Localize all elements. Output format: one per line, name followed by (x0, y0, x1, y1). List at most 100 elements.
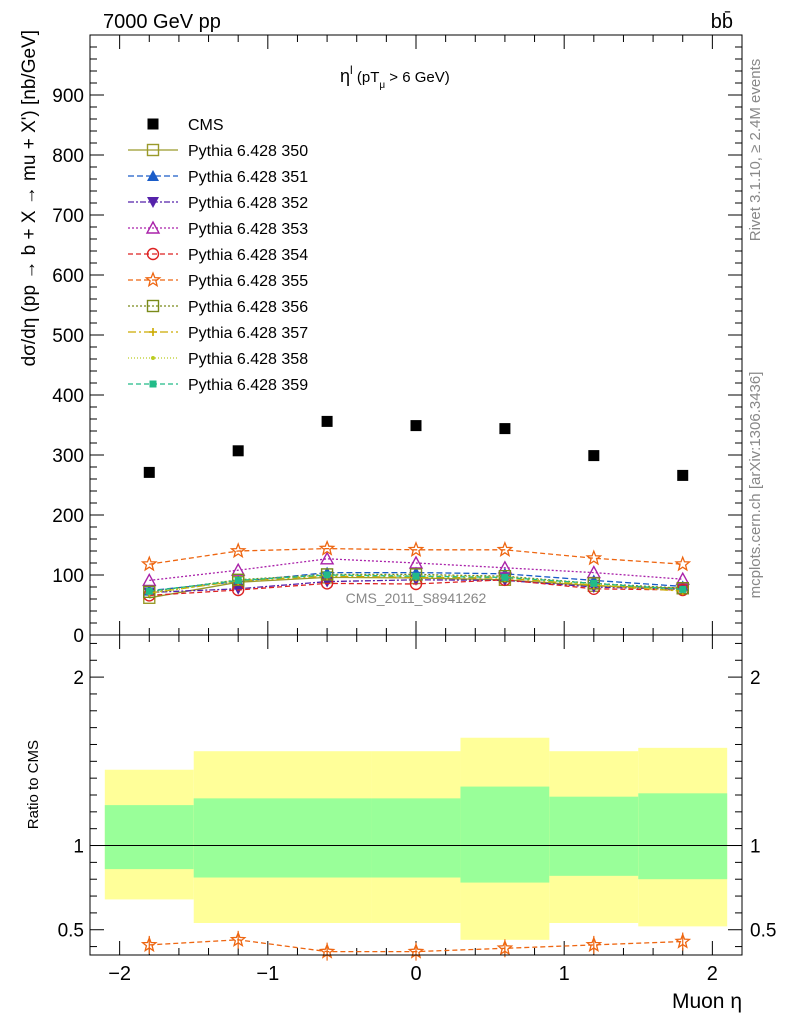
main-ytick-label: 700 (52, 206, 84, 227)
ratio-frame (89, 634, 743, 956)
series-line (149, 579, 683, 597)
legend-label: Pythia 6.428 351 (188, 169, 308, 186)
data-point (231, 573, 245, 586)
legend-label: Pythia 6.428 352 (188, 195, 308, 212)
ratio-ytick-label-right: 0.5 (750, 921, 776, 942)
data-point (501, 573, 509, 581)
legend: CMS Pythia 6.428 350 Pythia 6.428 351 Pythi… (128, 117, 308, 394)
legend-label: Pythia 6.428 353 (188, 221, 308, 238)
legend-entry: Pythia 6.428 355 (128, 271, 308, 290)
xtick-label: 2 (707, 963, 718, 985)
data-point (140, 555, 158, 572)
legend-marker (147, 170, 159, 181)
ratio-ytick-label: 0.5 (58, 921, 84, 942)
data-point (674, 555, 692, 572)
data-point (499, 423, 511, 435)
data-point (497, 560, 513, 574)
title-eta: η (340, 66, 350, 86)
chart-title: ηl (pTμ > 6 GeV) (340, 63, 450, 91)
xtick-label: −2 (108, 963, 131, 985)
legend-marker (146, 299, 160, 313)
xtick-label: 1 (559, 963, 570, 985)
data-point (229, 542, 247, 559)
legend-marker (147, 118, 159, 130)
ratio-point (140, 936, 158, 953)
xtick-label: −1 (256, 963, 279, 985)
data-point (323, 571, 331, 579)
ratio-point (496, 939, 514, 956)
main-ytick-label: 900 (52, 86, 84, 107)
legend-marker (151, 356, 155, 360)
header-right: bb̄ (711, 10, 733, 33)
series-line (149, 547, 683, 565)
data-point (319, 551, 335, 565)
data-point (677, 469, 689, 481)
band-green (104, 805, 194, 870)
legend-entry: Pythia 6.428 359 (128, 377, 308, 394)
data-point (318, 539, 336, 556)
ratio-point (674, 932, 692, 949)
legend-entry: Pythia 6.428 351 (128, 169, 308, 186)
data-point (231, 562, 246, 576)
main-ytick-label: 400 (52, 386, 84, 407)
main-ytick-label: 600 (52, 266, 84, 287)
main-panel: dσ/dη (pp → b + X → mu + X') [nb/GeV] ηl… (19, 30, 743, 647)
legend-marker (145, 220, 161, 234)
legend-label: Pythia 6.428 355 (188, 273, 308, 290)
legend-label: Pythia 6.428 350 (188, 143, 308, 160)
ratio-point (229, 930, 247, 947)
data-point (232, 445, 244, 457)
series-line (149, 558, 683, 582)
main-ytick-label: 300 (52, 446, 84, 467)
mcplots-label: mcplots.cern.ch [arXiv:1306.3436] (747, 372, 764, 599)
main-ytick-label: 200 (52, 506, 84, 527)
ratio-ytick-label: 1 (73, 837, 84, 858)
legend-marker (146, 143, 160, 157)
data-point (232, 583, 245, 595)
main-ytick-label: 800 (52, 146, 84, 167)
data-point (679, 585, 687, 593)
legend-marker (144, 271, 162, 288)
main-axes: 0 100 200 300 400 500 600 700 800 900 (52, 35, 743, 647)
legend-marker (147, 197, 159, 208)
watermark: CMS_2011_S8941262 (346, 590, 487, 606)
band-green (549, 796, 639, 876)
legend-label: Pythia 6.428 358 (188, 351, 308, 368)
xlabel: Muon η (672, 990, 742, 1013)
main-series-layer (140, 415, 692, 604)
title-sub: μ (379, 80, 385, 91)
legend-entry: Pythia 6.428 353 (128, 220, 308, 238)
legend-marker (146, 247, 160, 261)
legend-entry: Pythia 6.428 356 (128, 299, 308, 316)
legend-entry: CMS (147, 117, 224, 134)
main-ylabel: dσ/dη (pp → b + X → mu + X') [nb/GeV] (19, 30, 40, 366)
data-point (145, 587, 153, 595)
band-green (193, 798, 372, 878)
band-green (638, 793, 728, 880)
legend-label: CMS (188, 117, 224, 134)
data-point (143, 466, 155, 478)
data-point (407, 541, 425, 557)
series-0 (143, 415, 689, 481)
series-10 (145, 571, 687, 595)
legend-entry: Pythia 6.428 350 (128, 143, 308, 160)
title-sup: l (350, 63, 353, 77)
main-ytick-label: 100 (52, 566, 84, 587)
legend-marker (149, 328, 157, 336)
legend-label: Pythia 6.428 354 (188, 247, 308, 264)
ratio-bands (90, 737, 742, 940)
title-rest: (pT (353, 69, 380, 86)
legend-label: Pythia 6.428 357 (188, 325, 308, 342)
ratio-ylabel: Ratio to CMS (25, 740, 42, 829)
ratio-series-layer (140, 930, 692, 961)
series-6 (140, 539, 692, 572)
legend-marker (149, 380, 157, 388)
main-ytick-label: 0 (73, 626, 84, 647)
ratio-ytick-label: 2 (73, 668, 84, 689)
data-point (588, 450, 600, 462)
legend-entry: Pythia 6.428 358 (128, 351, 308, 368)
ratio-panel: 0.5 0.5 1 1 2 2 −2 −1 0 1 2 Ratio to CMS Muon η (25, 634, 776, 1013)
rivet-label: Rivet 3.1.10, ≥ 2.4M events (747, 59, 764, 242)
data-point (142, 572, 157, 587)
